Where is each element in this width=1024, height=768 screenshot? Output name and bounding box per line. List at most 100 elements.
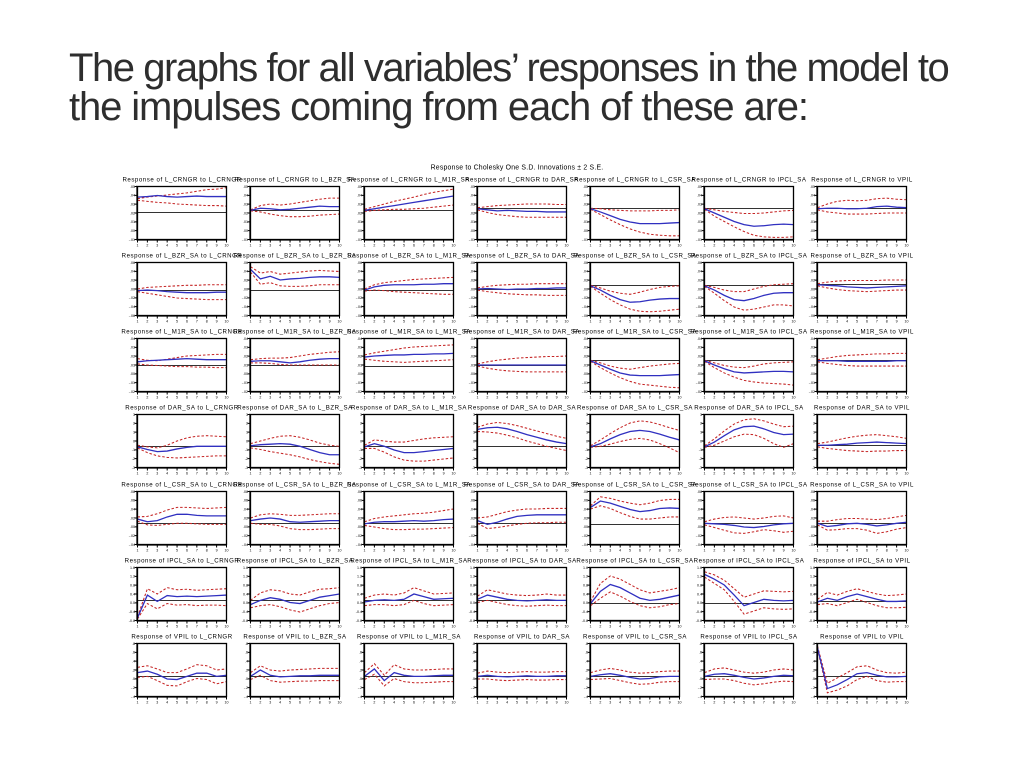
svg-text:.04: .04	[810, 337, 815, 341]
svg-text:2: 2	[373, 396, 375, 400]
svg-text:.06: .06	[130, 261, 135, 265]
svg-text:9: 9	[783, 320, 785, 324]
svg-text:.01: .01	[583, 220, 588, 224]
svg-text:.00: .00	[470, 287, 475, 291]
svg-text:1: 1	[477, 701, 479, 705]
svg-text:7: 7	[423, 320, 425, 324]
svg-text:4: 4	[733, 244, 735, 248]
svg-text:10: 10	[565, 396, 569, 400]
svg-text:.02: .02	[583, 516, 588, 520]
svg-text:9: 9	[669, 396, 671, 400]
svg-text:8: 8	[433, 244, 435, 248]
svg-text:.02: .02	[697, 211, 702, 215]
svg-text:2: 2	[813, 422, 815, 426]
svg-text:7: 7	[536, 701, 538, 705]
svg-text:2: 2	[486, 549, 488, 553]
svg-text:.04: .04	[130, 194, 135, 198]
svg-text:2: 2	[146, 320, 148, 324]
svg-text:Response of IPCL_SA to L_CRNGR: Response of IPCL_SA to L_CRNGR	[125, 558, 240, 565]
svg-text:.00: .00	[697, 229, 702, 233]
svg-text:10: 10	[678, 472, 682, 476]
svg-text:-.02: -.02	[696, 296, 702, 300]
svg-text:.02: .02	[243, 516, 248, 520]
svg-text:7: 7	[196, 472, 198, 476]
svg-text:7: 7	[536, 320, 538, 324]
svg-text:.01: .01	[810, 363, 815, 367]
svg-text:3: 3	[383, 549, 385, 553]
svg-text:-3: -3	[245, 466, 248, 470]
svg-text:1: 1	[817, 320, 819, 324]
svg-text:-.4: -.4	[244, 695, 248, 699]
svg-text:1: 1	[250, 396, 252, 400]
svg-text:.02: .02	[243, 211, 248, 215]
svg-text:2: 2	[146, 472, 148, 476]
svg-text:1: 1	[477, 320, 479, 324]
svg-text:7: 7	[649, 701, 651, 705]
svg-text:8: 8	[319, 396, 321, 400]
svg-text:9: 9	[216, 701, 218, 705]
svg-text:1.2: 1.2	[243, 575, 248, 579]
svg-text:-.02: -.02	[809, 296, 815, 300]
svg-text:8: 8	[659, 625, 661, 629]
svg-text:10: 10	[225, 549, 229, 553]
svg-text:5: 5	[403, 244, 405, 248]
svg-text:4: 4	[506, 396, 508, 400]
svg-text:10: 10	[792, 701, 796, 705]
svg-text:10: 10	[338, 244, 342, 248]
svg-text:8: 8	[319, 472, 321, 476]
svg-text:7: 7	[536, 244, 538, 248]
svg-text:7: 7	[309, 244, 311, 248]
svg-text:5: 5	[856, 549, 858, 553]
svg-text:6: 6	[413, 472, 415, 476]
svg-text:4: 4	[846, 244, 848, 248]
svg-text:.8: .8	[359, 642, 362, 646]
svg-text:10: 10	[678, 701, 682, 705]
svg-text:-0.8: -0.8	[696, 619, 702, 623]
svg-text:7: 7	[196, 320, 198, 324]
svg-text:3: 3	[700, 413, 702, 417]
svg-text:0.8: 0.8	[697, 583, 702, 587]
svg-text:.2: .2	[359, 668, 362, 672]
svg-text:9: 9	[443, 320, 445, 324]
svg-text:1: 1	[704, 701, 706, 705]
svg-text:5: 5	[289, 472, 291, 476]
svg-text:6: 6	[526, 701, 528, 705]
svg-text:Response of L_BZR_SA to VPIL: Response of L_BZR_SA to VPIL	[810, 253, 913, 260]
svg-text:3: 3	[836, 625, 838, 629]
svg-text:1: 1	[250, 549, 252, 553]
svg-text:.02: .02	[470, 354, 475, 358]
svg-text:7: 7	[876, 625, 878, 629]
svg-text:8: 8	[773, 701, 775, 705]
svg-text:.04: .04	[583, 270, 588, 274]
svg-text:1.2: 1.2	[810, 575, 815, 579]
svg-text:5: 5	[176, 625, 178, 629]
svg-text:.06: .06	[357, 261, 362, 265]
svg-text:4: 4	[733, 549, 735, 553]
svg-text:.03: .03	[583, 346, 588, 350]
svg-text:.00: .00	[243, 525, 248, 529]
svg-text:6: 6	[186, 549, 188, 553]
svg-text:4: 4	[733, 320, 735, 324]
svg-text:-.01: -.01	[696, 381, 702, 385]
svg-text:4: 4	[846, 472, 848, 476]
svg-text:.06: .06	[243, 261, 248, 265]
svg-text:.02: .02	[697, 516, 702, 520]
svg-text:5: 5	[516, 244, 518, 248]
svg-text:-.2: -.2	[471, 686, 475, 690]
svg-text:2: 2	[246, 422, 248, 426]
svg-text:.00: .00	[810, 229, 815, 233]
svg-text:.01: .01	[583, 363, 588, 367]
svg-text:6: 6	[526, 549, 528, 553]
svg-text:1: 1	[704, 625, 706, 629]
svg-text:Response of L_M1R_SA to L_CRNG: Response of L_M1R_SA to L_CRNGR	[121, 329, 242, 336]
svg-text:8: 8	[433, 472, 435, 476]
svg-text:8: 8	[319, 549, 321, 553]
svg-text:-.04: -.04	[696, 543, 702, 547]
svg-text:10: 10	[565, 701, 569, 705]
svg-text:-.01: -.01	[582, 381, 588, 385]
svg-text:.8: .8	[472, 642, 475, 646]
svg-text:4: 4	[846, 625, 848, 629]
svg-text:-0.4: -0.4	[582, 610, 588, 614]
svg-text:2: 2	[599, 472, 601, 476]
svg-text:3: 3	[156, 472, 158, 476]
